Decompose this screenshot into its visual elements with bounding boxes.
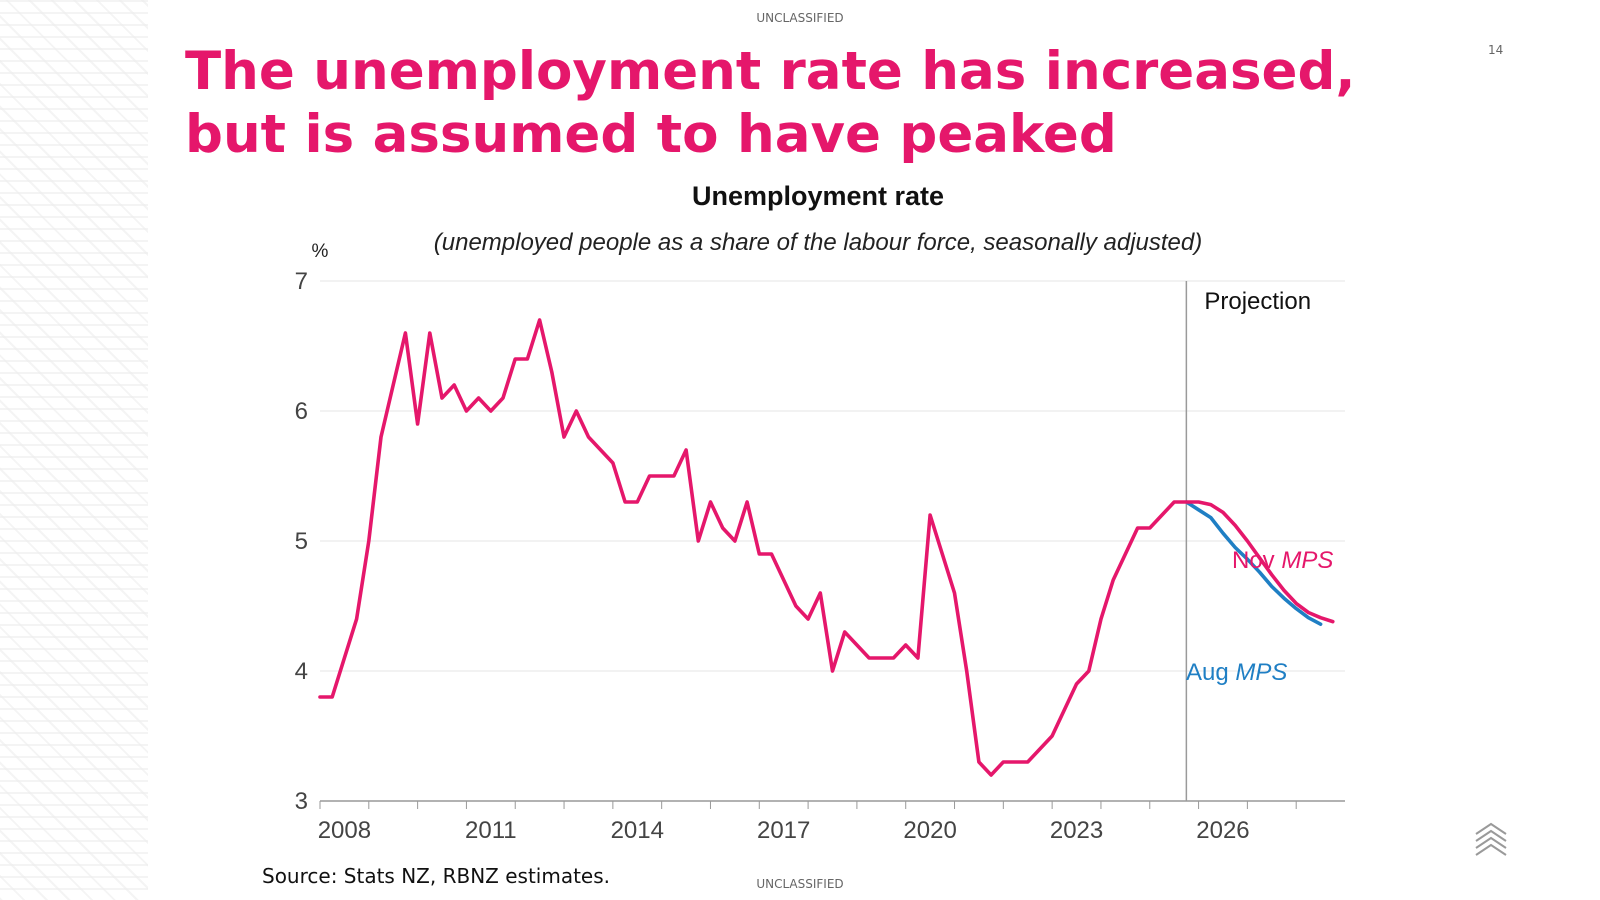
projection-label: Projection: [1204, 288, 1311, 315]
x-tick-label: 2017: [757, 817, 810, 844]
series-label-aug-mps: Aug MPS: [1186, 659, 1287, 686]
x-tick-label: 2011: [465, 817, 517, 844]
slide-title: The unemployment rate has increased, but…: [185, 41, 1356, 165]
chevron-stack-icon: [1475, 822, 1507, 856]
gridlines: [320, 280, 1345, 672]
y-tick-label: 4: [295, 658, 308, 685]
y-axis-unit-label: %: [312, 241, 329, 262]
series-line-nov-mps: [318, 318, 1335, 777]
classification-top: UNCLASSIFIED: [756, 11, 844, 25]
axes: 3 4 5 6 7 2008 2011 2014 2017 2020 2023 2026: [295, 268, 1345, 844]
x-tick-label: 2014: [611, 817, 664, 844]
series-line-aug-mps: [1184, 500, 1323, 627]
x-tick-label: 2020: [903, 817, 956, 844]
y-tick-label: 3: [295, 788, 308, 815]
x-tick-label: 2008: [318, 817, 371, 844]
source-note: Source: Stats NZ, RBNZ estimates.: [262, 864, 610, 888]
y-tick-label: 5: [295, 528, 308, 555]
series-label-nov-mps: Nov MPS: [1232, 547, 1333, 574]
y-tick-label: 7: [295, 268, 308, 295]
annotations: Projection Nov MPS Aug MPS: [1186, 288, 1333, 686]
series-lines: [318, 318, 1335, 777]
x-tick-label: 2026: [1196, 817, 1249, 844]
x-tick-label: 2023: [1050, 817, 1103, 844]
y-tick-label: 6: [295, 398, 308, 425]
classification-bottom: UNCLASSIFIED: [756, 877, 844, 891]
page-number: 14: [1488, 43, 1504, 57]
chart-title: Unemployment rate: [692, 181, 944, 211]
chart-subtitle: (unemployed people as a share of the lab…: [434, 229, 1202, 256]
side-decorative-pattern: [0, 0, 148, 900]
